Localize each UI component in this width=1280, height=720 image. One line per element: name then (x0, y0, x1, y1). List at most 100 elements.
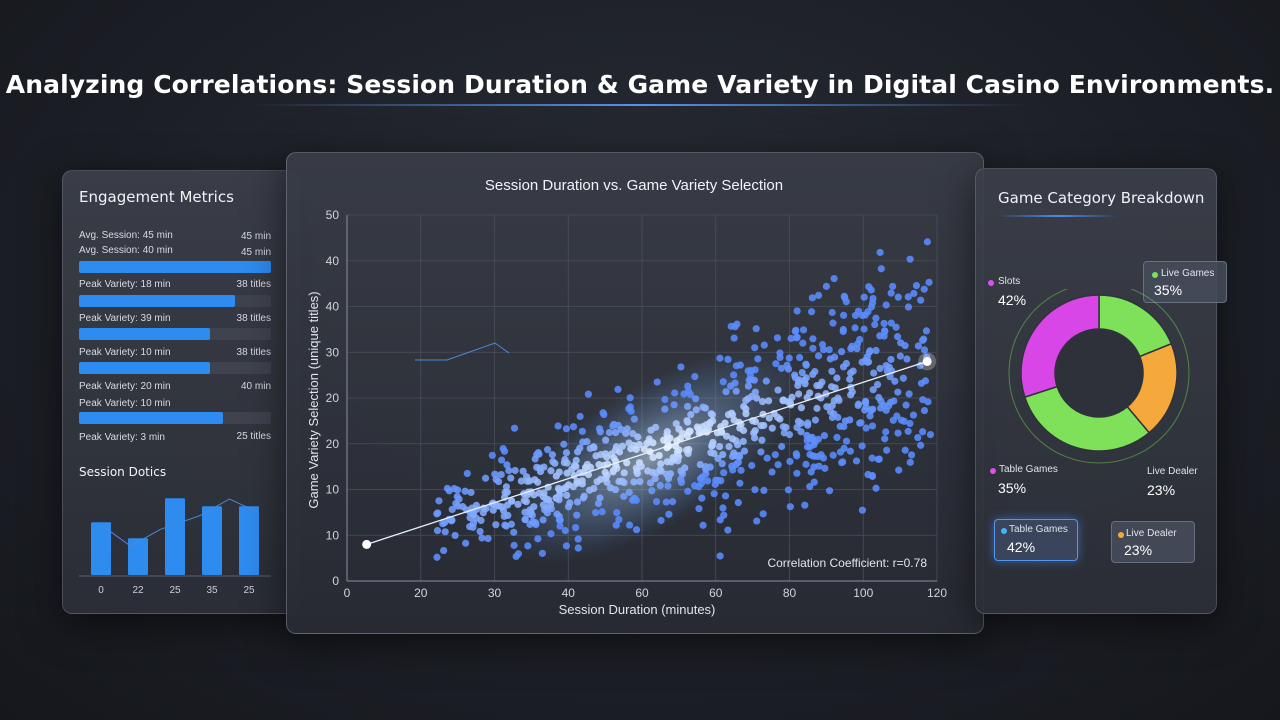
scatter-point (858, 442, 866, 450)
scatter-point (614, 385, 622, 393)
scatter-point (899, 374, 907, 382)
session-bar (239, 506, 259, 575)
scatter-point (918, 336, 927, 344)
scatter-point (722, 432, 731, 440)
scatter-point (732, 461, 740, 469)
scatter-point (757, 448, 765, 456)
scatter-point (920, 346, 929, 354)
scatter-point (871, 320, 879, 329)
live-dealer-pct: 23% (1147, 482, 1176, 498)
scatter-point (751, 344, 759, 352)
scatter-point (695, 425, 703, 433)
scatter-point (562, 449, 571, 457)
scatter-point (539, 516, 547, 524)
trend-line (366, 360, 928, 546)
scatter-point (917, 296, 925, 304)
session-tick-label: 25 (243, 585, 255, 596)
scatter-point (505, 466, 513, 475)
scatter-point (889, 282, 897, 290)
x-tick-label: 100 (853, 586, 873, 600)
scatter-point (706, 420, 714, 428)
scatter-point (699, 521, 707, 529)
scatter-point (768, 468, 776, 476)
scatter-point (758, 436, 766, 444)
scatter-point (571, 523, 580, 532)
scatter-point (547, 530, 555, 538)
scatter-point (602, 474, 610, 482)
scatter-point (752, 325, 760, 333)
scatter-point (584, 390, 593, 398)
scatter-point (809, 335, 817, 343)
scatter-point (563, 469, 571, 477)
scatter-point (686, 390, 694, 399)
scatter-point (750, 434, 759, 442)
scatter-point (912, 281, 921, 290)
scatter-point (497, 470, 505, 479)
scatter-point (510, 541, 518, 549)
scatter-point (866, 347, 874, 355)
scatter-point (828, 413, 837, 422)
scatter-point (724, 355, 732, 363)
scatter-point (489, 506, 497, 514)
scatter-point (687, 410, 695, 419)
scatter-point (797, 419, 805, 427)
scatter-point (867, 286, 875, 294)
scatter-point (657, 516, 665, 525)
scatter-point (601, 450, 610, 458)
scatter-point (806, 450, 814, 459)
scatter-point (747, 376, 755, 384)
scatter-point (719, 450, 727, 459)
scatter-point (574, 544, 582, 552)
scatter-point (862, 424, 870, 432)
scatter-point (905, 390, 913, 398)
metric-bar-fill (79, 362, 210, 374)
scatter-point (503, 461, 511, 469)
scatter-point (742, 396, 750, 405)
scatter-point (798, 368, 806, 377)
scatter-point (477, 516, 485, 525)
scatter-point (802, 460, 810, 468)
scatter-point (675, 446, 683, 454)
scatter-point (696, 460, 704, 469)
table-games-box-pct: 42% (1007, 539, 1036, 555)
scatter-point (691, 482, 699, 490)
scatter-point (707, 410, 715, 418)
scatter-point (839, 363, 848, 371)
scatter-point (748, 461, 756, 470)
scatter-point (876, 248, 884, 257)
scatter-point (612, 443, 621, 451)
scatter-point (786, 457, 794, 466)
scatter-point (463, 469, 471, 478)
x-tick-label: 60 (635, 586, 649, 600)
scatter-point (889, 416, 897, 424)
scatter-point (851, 324, 859, 332)
scatter-point (683, 432, 691, 440)
scatter-point (734, 499, 742, 507)
scatter-point (498, 503, 506, 511)
scatter-point (887, 289, 895, 297)
scatter-point (771, 451, 779, 459)
metric-row-label: Avg. Session: 45 min (79, 230, 173, 241)
scatter-point (914, 433, 922, 442)
scatter-point (887, 319, 895, 327)
scatter-point (829, 451, 837, 459)
scatter-point (534, 478, 542, 486)
scatter-point (869, 386, 877, 394)
scatter-point (894, 293, 902, 301)
scatter-point (853, 340, 862, 348)
live-dealer-legend-box: Live Dealer 23% (1111, 521, 1195, 563)
scatter-point (498, 456, 506, 464)
scatter-point (670, 401, 678, 409)
scatter-point (684, 487, 692, 495)
scatter-point (772, 360, 780, 368)
scatter-point (612, 521, 620, 529)
table-games-pct: 35% (998, 480, 1027, 496)
scatter-point (886, 373, 894, 381)
scatter-point (704, 477, 712, 485)
metric-row-label: Peak Variety: 18 min (79, 279, 171, 290)
scatter-point (507, 520, 515, 528)
scatter-point (556, 516, 564, 524)
scatter-point (646, 479, 655, 487)
x-tick-label: 60 (709, 586, 723, 600)
scatter-point (814, 291, 823, 299)
